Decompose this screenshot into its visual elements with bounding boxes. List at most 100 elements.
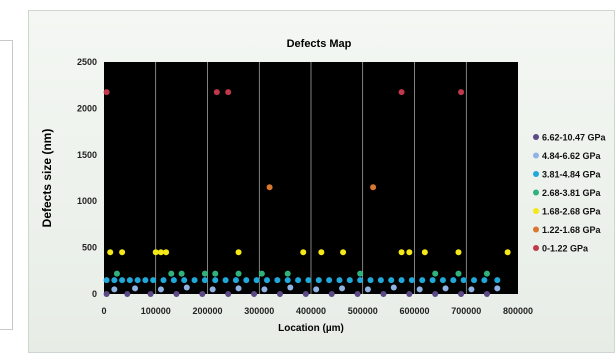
legend-label: 1.22-1.68 GPa xyxy=(542,225,602,235)
data-point xyxy=(104,291,110,297)
data-point xyxy=(261,286,267,292)
chart-area: Defects Map 0 100000 200000 300000 400000 500… xyxy=(28,10,615,353)
data-point xyxy=(148,291,154,297)
x-tick-label: 200000 xyxy=(192,306,222,316)
data-point xyxy=(142,277,148,283)
legend-label: 2.68-3.81 GPa xyxy=(542,188,602,198)
data-point xyxy=(212,271,218,277)
data-point xyxy=(132,285,138,291)
data-point xyxy=(267,184,273,190)
data-point xyxy=(124,291,130,297)
legend-label: 1.68-2.68 GPa xyxy=(542,207,602,217)
data-point xyxy=(505,249,511,255)
data-point xyxy=(329,291,335,297)
data-point xyxy=(336,277,342,283)
data-point xyxy=(440,277,446,283)
adjacent-page-edge xyxy=(0,40,13,330)
data-point xyxy=(114,271,120,277)
data-point xyxy=(199,291,205,297)
data-point xyxy=(236,285,242,291)
x-tick-label: 400000 xyxy=(296,306,326,316)
data-point xyxy=(163,249,169,255)
x-tick-label: 800000 xyxy=(503,306,533,316)
y-axis-label: Defects size (nm) xyxy=(40,129,54,228)
data-point xyxy=(430,277,436,283)
legend-marker xyxy=(533,134,539,140)
data-point xyxy=(471,277,477,283)
data-point xyxy=(388,277,394,283)
data-point xyxy=(399,89,405,95)
data-point xyxy=(214,89,220,95)
data-point xyxy=(468,286,474,292)
data-point xyxy=(419,277,425,283)
data-point xyxy=(455,271,461,277)
data-point xyxy=(406,249,412,255)
data-point xyxy=(111,277,117,283)
data-point xyxy=(181,277,187,283)
data-point xyxy=(104,277,110,283)
data-point xyxy=(484,271,490,277)
legend-label: 4.84-6.62 GPa xyxy=(542,151,602,161)
data-point xyxy=(303,291,309,297)
defects-map-chart: Defects Map 0 100000 200000 300000 400000 500… xyxy=(29,11,615,354)
legend-label: 6.62-10.47 GPa xyxy=(542,133,607,143)
x-tick-label: 500000 xyxy=(348,306,378,316)
data-point xyxy=(368,277,374,283)
data-point xyxy=(111,286,117,292)
data-point xyxy=(458,291,464,297)
data-point xyxy=(326,277,332,283)
y-tick-label: 500 xyxy=(82,243,97,253)
data-point xyxy=(150,277,156,283)
x-tick-label: 700000 xyxy=(451,306,481,316)
data-point xyxy=(225,89,231,95)
data-point xyxy=(422,249,428,255)
data-point xyxy=(295,277,301,283)
data-point xyxy=(236,249,242,255)
data-point xyxy=(380,291,386,297)
data-point xyxy=(399,277,405,283)
data-point xyxy=(158,286,164,292)
data-point xyxy=(355,291,361,297)
data-point xyxy=(287,285,293,291)
y-tick-label: 0 xyxy=(92,289,97,299)
data-point xyxy=(251,291,257,297)
legend: 6.62-10.47 GPa 4.84-6.62 GPa 3.81-4.84 GPa… xyxy=(533,133,607,254)
data-point xyxy=(285,277,291,283)
data-point xyxy=(481,277,487,283)
data-point xyxy=(236,271,242,277)
data-point xyxy=(173,291,179,297)
data-point xyxy=(107,249,113,255)
data-point xyxy=(254,277,260,283)
data-point xyxy=(318,249,324,255)
data-point xyxy=(458,89,464,95)
data-point xyxy=(285,271,291,277)
legend-marker xyxy=(533,171,539,177)
data-point xyxy=(127,277,133,283)
data-point xyxy=(264,277,270,283)
data-point xyxy=(277,291,283,297)
data-point xyxy=(119,277,125,283)
data-point xyxy=(243,277,249,283)
data-point xyxy=(450,277,456,283)
data-point xyxy=(192,277,198,283)
data-point xyxy=(225,291,231,297)
x-tick-label: 0 xyxy=(101,306,106,316)
data-point xyxy=(119,249,125,255)
data-point xyxy=(340,249,346,255)
data-point xyxy=(409,277,415,283)
data-point xyxy=(417,286,423,292)
data-point xyxy=(357,277,363,283)
data-point xyxy=(461,277,467,283)
data-point xyxy=(171,277,177,283)
data-point xyxy=(158,249,164,255)
data-point xyxy=(223,277,229,283)
data-point xyxy=(305,277,311,283)
data-point xyxy=(179,271,185,277)
data-point xyxy=(233,277,239,283)
data-point xyxy=(494,277,500,283)
chart-title: Defects Map xyxy=(287,38,352,50)
y-tick-label: 2500 xyxy=(77,57,97,67)
data-point xyxy=(202,271,208,277)
data-point xyxy=(300,249,306,255)
x-tick-label: 600000 xyxy=(399,306,429,316)
